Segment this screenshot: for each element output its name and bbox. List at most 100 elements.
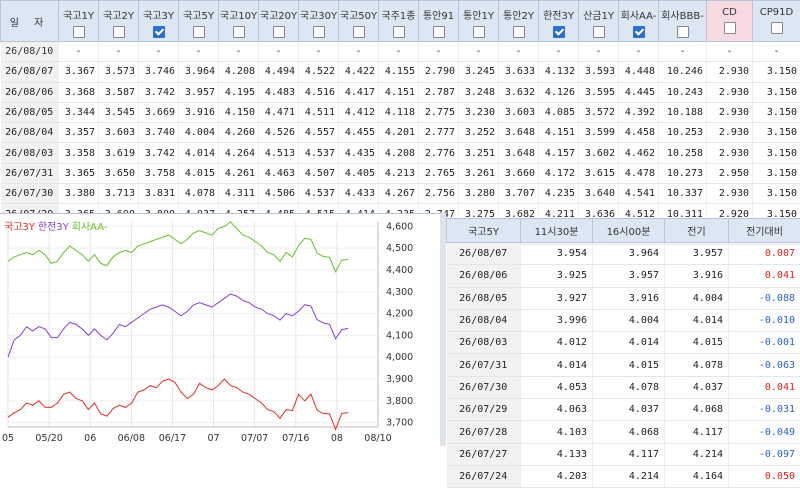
rate-cell: 2.950: [707, 163, 753, 183]
series-checkbox[interactable]: [677, 26, 689, 38]
series-checkbox[interactable]: [73, 26, 85, 38]
series-checkbox[interactable]: [233, 26, 245, 38]
series-checkbox[interactable]: [473, 26, 485, 38]
column-header-3: 국고5Y: [179, 1, 219, 42]
row-date: 26/07/31: [447, 354, 521, 376]
row-date: 26/08/03: [1, 143, 59, 163]
rate-cell: -: [659, 42, 707, 62]
value-1130: 4.053: [521, 376, 593, 398]
rate-cell: 2.765: [419, 163, 459, 183]
rate-cell: -: [179, 42, 219, 62]
row-date: 26/07/24: [447, 465, 521, 487]
legend-item: 회사AA-: [72, 222, 108, 233]
rate-cell: 3.358: [59, 143, 99, 163]
series-checkbox[interactable]: [273, 26, 285, 38]
rate-cell: 3.150: [753, 82, 800, 102]
series-checkbox[interactable]: [724, 22, 736, 34]
row-date: 26/08/03: [447, 332, 521, 354]
row-date: 26/08/04: [1, 123, 59, 143]
y-tick-label: 3,800: [386, 396, 413, 407]
series-checkbox[interactable]: [113, 26, 125, 38]
series-checkbox[interactable]: [593, 26, 605, 38]
series-checkbox[interactable]: [633, 26, 645, 38]
value-1130: 4.012: [521, 332, 593, 354]
y-tick-label: 4,600: [386, 221, 413, 232]
series-checkbox[interactable]: [353, 26, 365, 38]
column-header-16: CD: [707, 1, 753, 42]
rate-cell: 4.151: [379, 82, 419, 102]
series-checkbox[interactable]: [393, 26, 405, 38]
rate-cell: 4.507: [299, 163, 339, 183]
table-row[interactable]: 26/08/10------------------: [1, 42, 800, 62]
rate-cell: 4.172: [539, 163, 579, 183]
series-checkbox[interactable]: [513, 26, 525, 38]
column-header-label: CD: [707, 7, 752, 18]
rate-cell: 4.405: [339, 163, 379, 183]
series-checkbox[interactable]: [771, 22, 783, 34]
x-tick-label: 05/20: [35, 433, 62, 444]
rate-cell: 4.085: [539, 102, 579, 122]
rate-cell: 3.587: [99, 82, 139, 102]
series-checkbox[interactable]: [153, 26, 165, 38]
value-1130: 4.103: [521, 421, 593, 443]
column-header-17: CP91D: [753, 1, 800, 42]
rate-cell: 2.776: [419, 143, 459, 163]
column-header-0: 국고1Y: [59, 1, 99, 42]
y-tick-label: 4,500: [386, 243, 413, 254]
rate-cell: 2.930: [707, 123, 753, 143]
rate-cell: 3.593: [579, 62, 619, 82]
value-1130: 3.925: [521, 265, 593, 287]
rate-cell: 2.930: [707, 102, 753, 122]
rate-cell: -: [579, 42, 619, 62]
row-date: 26/07/30: [1, 184, 59, 204]
rate-cell: 4.195: [219, 82, 259, 102]
column-header-1: 국고2Y: [99, 1, 139, 42]
rate-cell: -: [459, 42, 499, 62]
series-checkbox[interactable]: [313, 26, 325, 38]
series-line-0: [8, 379, 348, 429]
rate-cell: -: [707, 42, 753, 62]
rate-cell: -: [619, 42, 659, 62]
series-checkbox[interactable]: [433, 26, 445, 38]
value-change: -0.010: [729, 309, 800, 331]
column-header-label: 산금1Y: [579, 7, 618, 22]
rate-cell: 4.157: [539, 143, 579, 163]
legend-item: 국고3Y: [4, 222, 35, 233]
rate-cell: 4.537: [299, 143, 339, 163]
column-header-label: 국고20Y: [259, 7, 298, 22]
rate-cell: 3.150: [753, 123, 800, 143]
series-checkbox[interactable]: [553, 26, 565, 38]
rate-cell: 3.650: [99, 163, 139, 183]
rate-cell: 3.599: [579, 123, 619, 143]
rate-cell: 4.208: [219, 62, 259, 82]
value-change: 0.041: [729, 265, 800, 287]
rate-cell: 3.595: [579, 82, 619, 102]
series-checkbox[interactable]: [193, 26, 205, 38]
rate-cell: 4.267: [379, 184, 419, 204]
rate-cell: 3.633: [499, 62, 539, 82]
rate-cell: 10.253: [659, 123, 707, 143]
value-1130: 3.954: [521, 243, 593, 265]
rate-cell: 3.150: [753, 143, 800, 163]
value-prev: 4.004: [665, 287, 729, 309]
